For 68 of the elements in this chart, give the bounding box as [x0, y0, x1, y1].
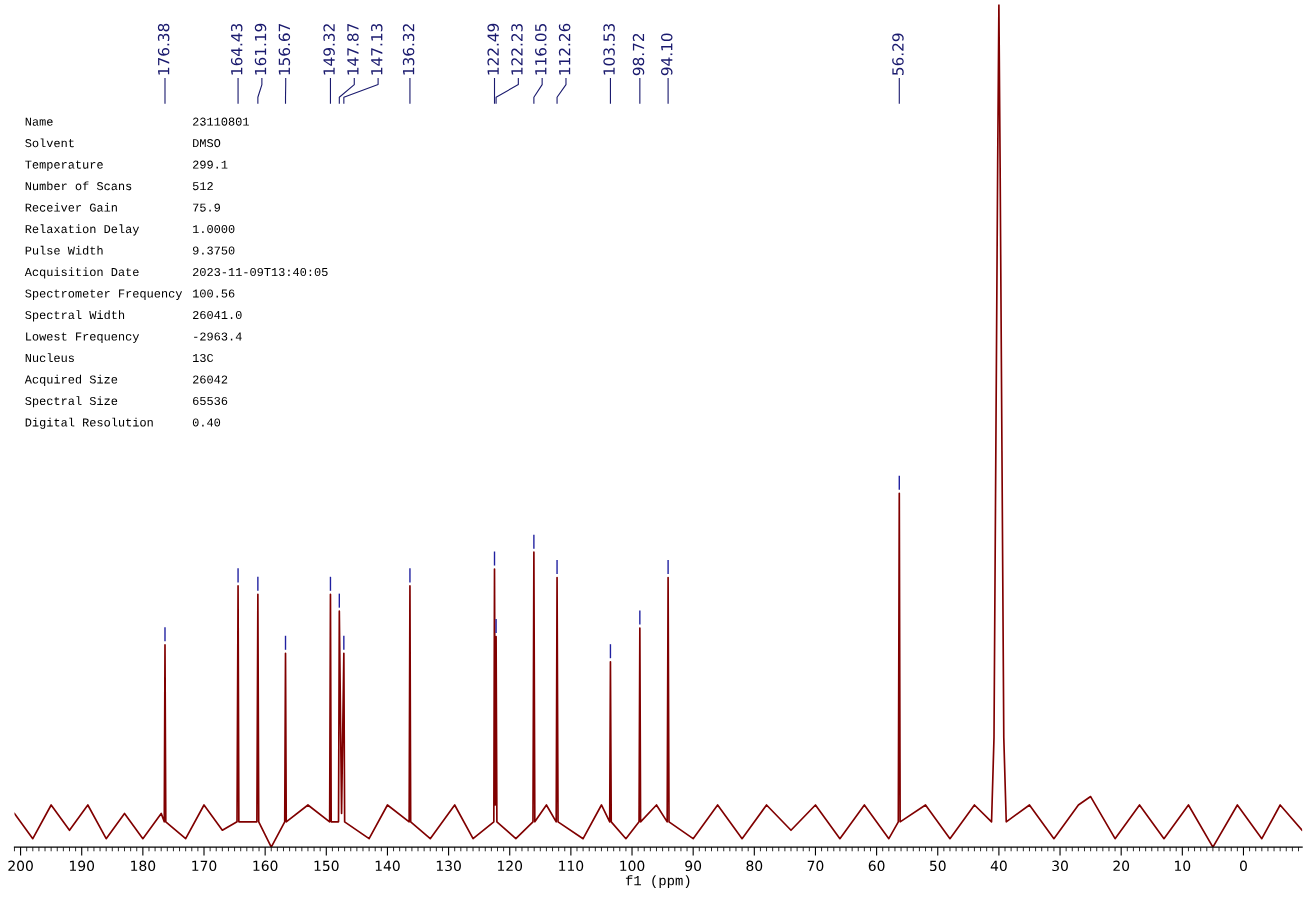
x-tick-label: 80 — [746, 860, 763, 872]
annotation: 161.19 — [254, 23, 267, 75]
x-tick-label: 20 — [1113, 860, 1130, 872]
annotation: Temperature — [25, 160, 103, 172]
x-tick-label: 160 — [253, 860, 278, 872]
annotation: Acquired Size — [24, 374, 118, 386]
x-tick-label: 100 — [620, 860, 645, 872]
annotation: Acquisition Date — [24, 267, 139, 279]
annotation: Spectral Size — [25, 396, 118, 408]
annotation: 1.0000 — [193, 225, 235, 234]
annotation: Receiver Gain — [25, 202, 117, 212]
annotation: 94.10 — [660, 33, 673, 76]
x-tick-label: 170 — [192, 860, 217, 872]
annotation: Solvent — [25, 138, 74, 148]
annotation: 103.53 — [603, 23, 615, 75]
annotation: 512 — [192, 182, 213, 191]
x-axis-title: f1 (ppm) — [625, 875, 690, 889]
annotation: 136.32 — [402, 24, 415, 75]
x-tick-label: 70 — [807, 860, 824, 872]
x-tick-label: 140 — [375, 860, 400, 872]
x-tick-label: 90 — [685, 860, 702, 872]
annotation: Relaxation Delay — [25, 224, 140, 236]
annotation: 149.32 — [323, 24, 335, 75]
annotation: 112.26 — [558, 23, 571, 75]
annotation: 122.49 — [487, 23, 499, 75]
annotation: 122.23 — [511, 23, 523, 75]
annotation: 9.3750 — [192, 246, 235, 255]
x-tick-label: 60 — [868, 860, 885, 872]
annotation: 98.72 — [632, 33, 645, 76]
annotation: 23110801 — [193, 117, 249, 126]
annotation: Number of Scans — [25, 181, 132, 191]
x-tick-label: 190 — [69, 860, 95, 872]
annotation: Nucleus — [25, 353, 74, 363]
x-tick-label: 50 — [929, 860, 946, 872]
annotation: 0.40 — [192, 418, 221, 427]
x-tick-label: 110 — [559, 860, 584, 872]
annotation: 56.29 — [892, 33, 904, 75]
annotation: Digital Resolution — [25, 417, 153, 429]
annotation: 299.1 — [193, 160, 228, 169]
annotation: Spectrometer Frequency — [25, 289, 183, 300]
annotation: Lowest Frequency — [26, 332, 140, 343]
x-tick-label: 180 — [131, 860, 156, 872]
x-tick-label: 120 — [498, 860, 523, 872]
annotation: 26041.0 — [193, 310, 242, 320]
annotation: 26042 — [193, 375, 228, 384]
annotation: 75.9 — [193, 203, 220, 212]
x-tick-label: 150 — [314, 860, 339, 872]
annotation: 65536 — [193, 396, 228, 406]
annotation: -2963.4 — [194, 332, 242, 341]
annotation: DMSO — [193, 139, 221, 148]
x-tick-label: 10 — [1175, 860, 1191, 872]
annotation: 176.38 — [157, 23, 170, 75]
annotation: Name — [25, 117, 53, 126]
annotation: 2023-11-09T13:40:05 — [193, 267, 328, 277]
annotation: Pulse Width — [25, 245, 103, 255]
x-tick-label: 40 — [990, 860, 1007, 872]
annotation: Spectral Width — [25, 310, 125, 322]
annotation: 116.05 — [535, 24, 547, 75]
annotation: 147.87 — [347, 24, 359, 75]
annotation: 100.56 — [193, 289, 235, 298]
annotation: 164.43 — [230, 23, 243, 75]
x-tick-label: 0 — [1239, 860, 1247, 872]
x-tick-label: 30 — [1052, 860, 1068, 872]
annotation: 156.67 — [278, 24, 291, 75]
x-tick-label: 200 — [8, 860, 33, 872]
x-tick-label: 130 — [436, 860, 461, 872]
annotation: 13C — [193, 353, 214, 363]
annotation: 147.13 — [370, 23, 383, 75]
